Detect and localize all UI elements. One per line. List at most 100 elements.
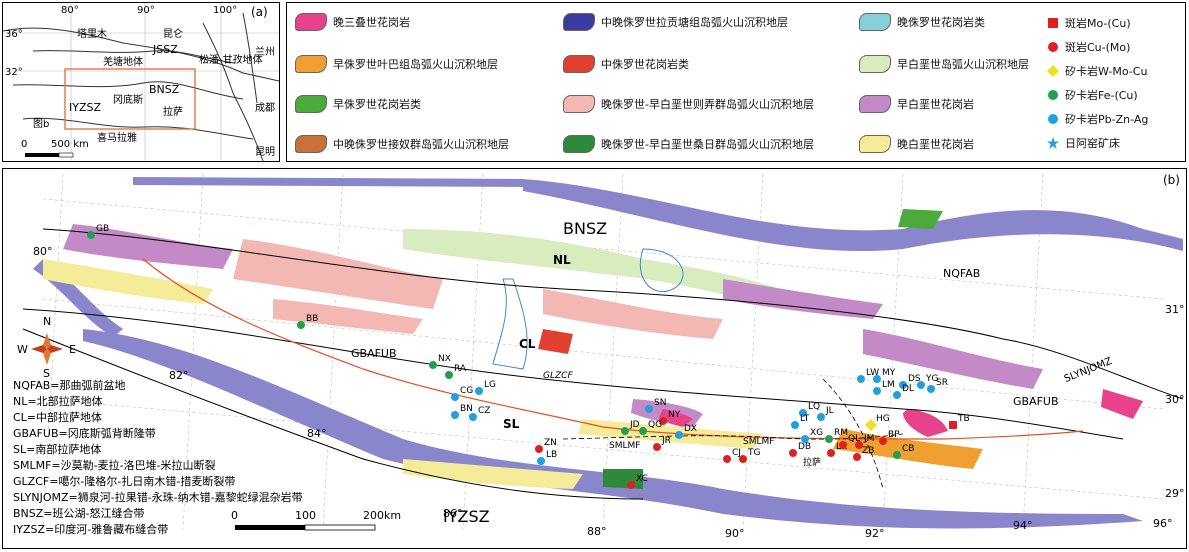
fault-smlmf-west: SMLMF: [609, 441, 641, 451]
deposit-label-zb: ZB: [862, 446, 874, 456]
deposit-marker-db: [789, 449, 797, 457]
fault-smlmf-east: SMLMF: [743, 437, 775, 447]
deposit-label-yg: YG: [925, 374, 938, 384]
deposit-label-jm: JM: [863, 434, 874, 444]
geology-units: [43, 209, 1143, 489]
place-lhasa: 拉萨: [163, 107, 183, 118]
lon-tick: 90°: [725, 527, 745, 540]
deposit-label-cg: CG: [460, 386, 473, 396]
deposit-marker-lg: [475, 387, 483, 395]
deposit-label-dx: DX: [684, 424, 697, 434]
deposit-label-lw: LW: [866, 368, 879, 378]
gbafub-boundary: [22, 308, 1124, 440]
deposit-marker-ny: [659, 417, 667, 425]
deposit-label-xc: XC: [636, 474, 648, 484]
lon-tick: 96°: [1153, 517, 1173, 530]
deposit-label-nx: NX: [438, 354, 451, 364]
scale-mid: 100: [295, 509, 316, 522]
deposit-label-jd: JD: [629, 420, 640, 430]
deposit-label-ql: QL: [848, 434, 860, 444]
deposit-marker-tb: [949, 421, 957, 429]
inset-map-canvas: [2, 3, 280, 162]
deposit-marker-gb: [87, 231, 95, 239]
legend-swatch: [295, 135, 327, 153]
iyzsz-suture-band: [83, 329, 1143, 529]
legend-item: 早侏罗世花岗岩类: [295, 95, 421, 113]
compass-n: N: [43, 315, 52, 328]
slynjomz-fault: [42, 228, 1184, 400]
deposit-marker-cb: [893, 451, 901, 459]
inset-scale-zero: 0: [21, 139, 28, 150]
deposit-label-ds: DS: [908, 374, 921, 384]
main-panel-label: (b): [1163, 173, 1180, 187]
terrane-sl: SL: [503, 417, 520, 431]
lat-tick: 30°: [1165, 393, 1185, 406]
deposit-label-db: DB: [798, 442, 811, 452]
compass-rose-icon: [31, 333, 63, 365]
deposit-label-cb: CB: [902, 444, 914, 454]
legend-item: 早白垩世花岗岩: [859, 95, 974, 113]
abbr-line: NQFAB=那曲弧前盆地: [13, 379, 126, 392]
inset-lon-80: 80°: [61, 5, 79, 16]
deposit-label-xg: XG: [810, 428, 823, 438]
legend-item: 早白垩世岛弧火山沉积地层: [859, 55, 1029, 73]
terrane-cl: CL: [519, 337, 536, 351]
abbr-line: CL=中部拉萨地体: [13, 411, 103, 424]
inset-scale-bar: [25, 153, 59, 157]
lon-tick: 84°: [307, 427, 327, 440]
abbr-line: SLYNJOMZ=狮泉河-拉果错-永珠-纳木错-嘉黎蛇绿混杂岩带: [13, 491, 303, 504]
deposit-label-my: MY: [882, 368, 896, 378]
star-marker-icon: [1047, 137, 1059, 149]
mineral-legend-item: 矽卡岩W-Mo-Cu: [1047, 63, 1147, 79]
deposit-marker-jd: [621, 427, 629, 435]
deposit-marker-jr: [653, 443, 661, 451]
deposit-marker-bb: [297, 321, 305, 329]
legend-item: 晚侏罗世-早白垩世桑日群岛弧火山沉积地层: [563, 135, 814, 153]
deposit-marker-jm: [855, 441, 863, 449]
deposit-label-lq: LQ: [808, 402, 820, 412]
deposit-marker-my: [873, 375, 881, 383]
legend-swatch: [563, 95, 595, 113]
glzcf-fault: [142, 258, 1084, 440]
place-kunlun: 昆仑: [163, 29, 183, 40]
terrane-iyzsz: IYZSZ: [443, 507, 490, 526]
diamond-marker-icon: [1047, 65, 1059, 77]
deposit-marker-bp: [879, 437, 887, 445]
main-map: GB BB NX RA CG LG BN CZ ZN LB SN NY JD QG DX XC JR CJ TG LQ…: [2, 168, 1187, 549]
deposit-marker-dx: [675, 431, 683, 439]
legend-item: 晚三叠世花岗岩: [295, 13, 410, 31]
legend-swatch: [859, 13, 891, 31]
scale-zero: 0: [231, 509, 238, 522]
legend-swatch: [563, 135, 595, 153]
fig-ref: 图b: [33, 119, 50, 130]
deposit-marker-ql: [839, 441, 847, 449]
legend-swatch: [859, 55, 891, 73]
deposit-label-gb: GB: [96, 224, 109, 234]
deposit-label-zn: ZN: [544, 438, 557, 448]
deposit-label-dl: DL: [902, 384, 914, 394]
deposit-label-cz: CZ: [478, 406, 490, 416]
inset-map: (a) 80° 90° 100° 36° 32° 塔里木 昆仑 羌塘地体 松潘-…: [2, 2, 280, 162]
inset-lon-100: 100°: [213, 5, 238, 16]
deposit-marker-dl: [893, 391, 901, 399]
mineral-legend-item: 矽卡岩Fe-(Cu): [1047, 87, 1138, 103]
deposit-marker-rm: [825, 435, 833, 443]
deposit-label-cj: CJ: [732, 448, 741, 458]
deposit-label-lt: LT: [800, 414, 810, 424]
deposit-label-ra: RA: [454, 364, 467, 374]
compass-w: W: [17, 343, 28, 356]
inset-lat-32: 32°: [5, 67, 23, 78]
deposit-label-rm: RM: [834, 428, 848, 438]
legend-item: 中侏罗世花岗岩类: [563, 55, 689, 73]
circle-marker-icon: [1047, 113, 1059, 125]
legend-item: 早侏罗世叶巴组岛弧火山沉积地层: [295, 55, 498, 73]
deposit-label-lm: LM: [882, 380, 895, 390]
inset-panel-label: (a): [251, 5, 268, 19]
circle-marker-icon: [1047, 41, 1059, 53]
deposit-marker-xc: [627, 481, 635, 489]
inset-lon-90: 90°: [137, 5, 155, 16]
abbr-line: NL=北部拉萨地体: [13, 395, 103, 408]
legend-swatch: [859, 135, 891, 153]
circle-marker-icon: [1047, 89, 1059, 101]
